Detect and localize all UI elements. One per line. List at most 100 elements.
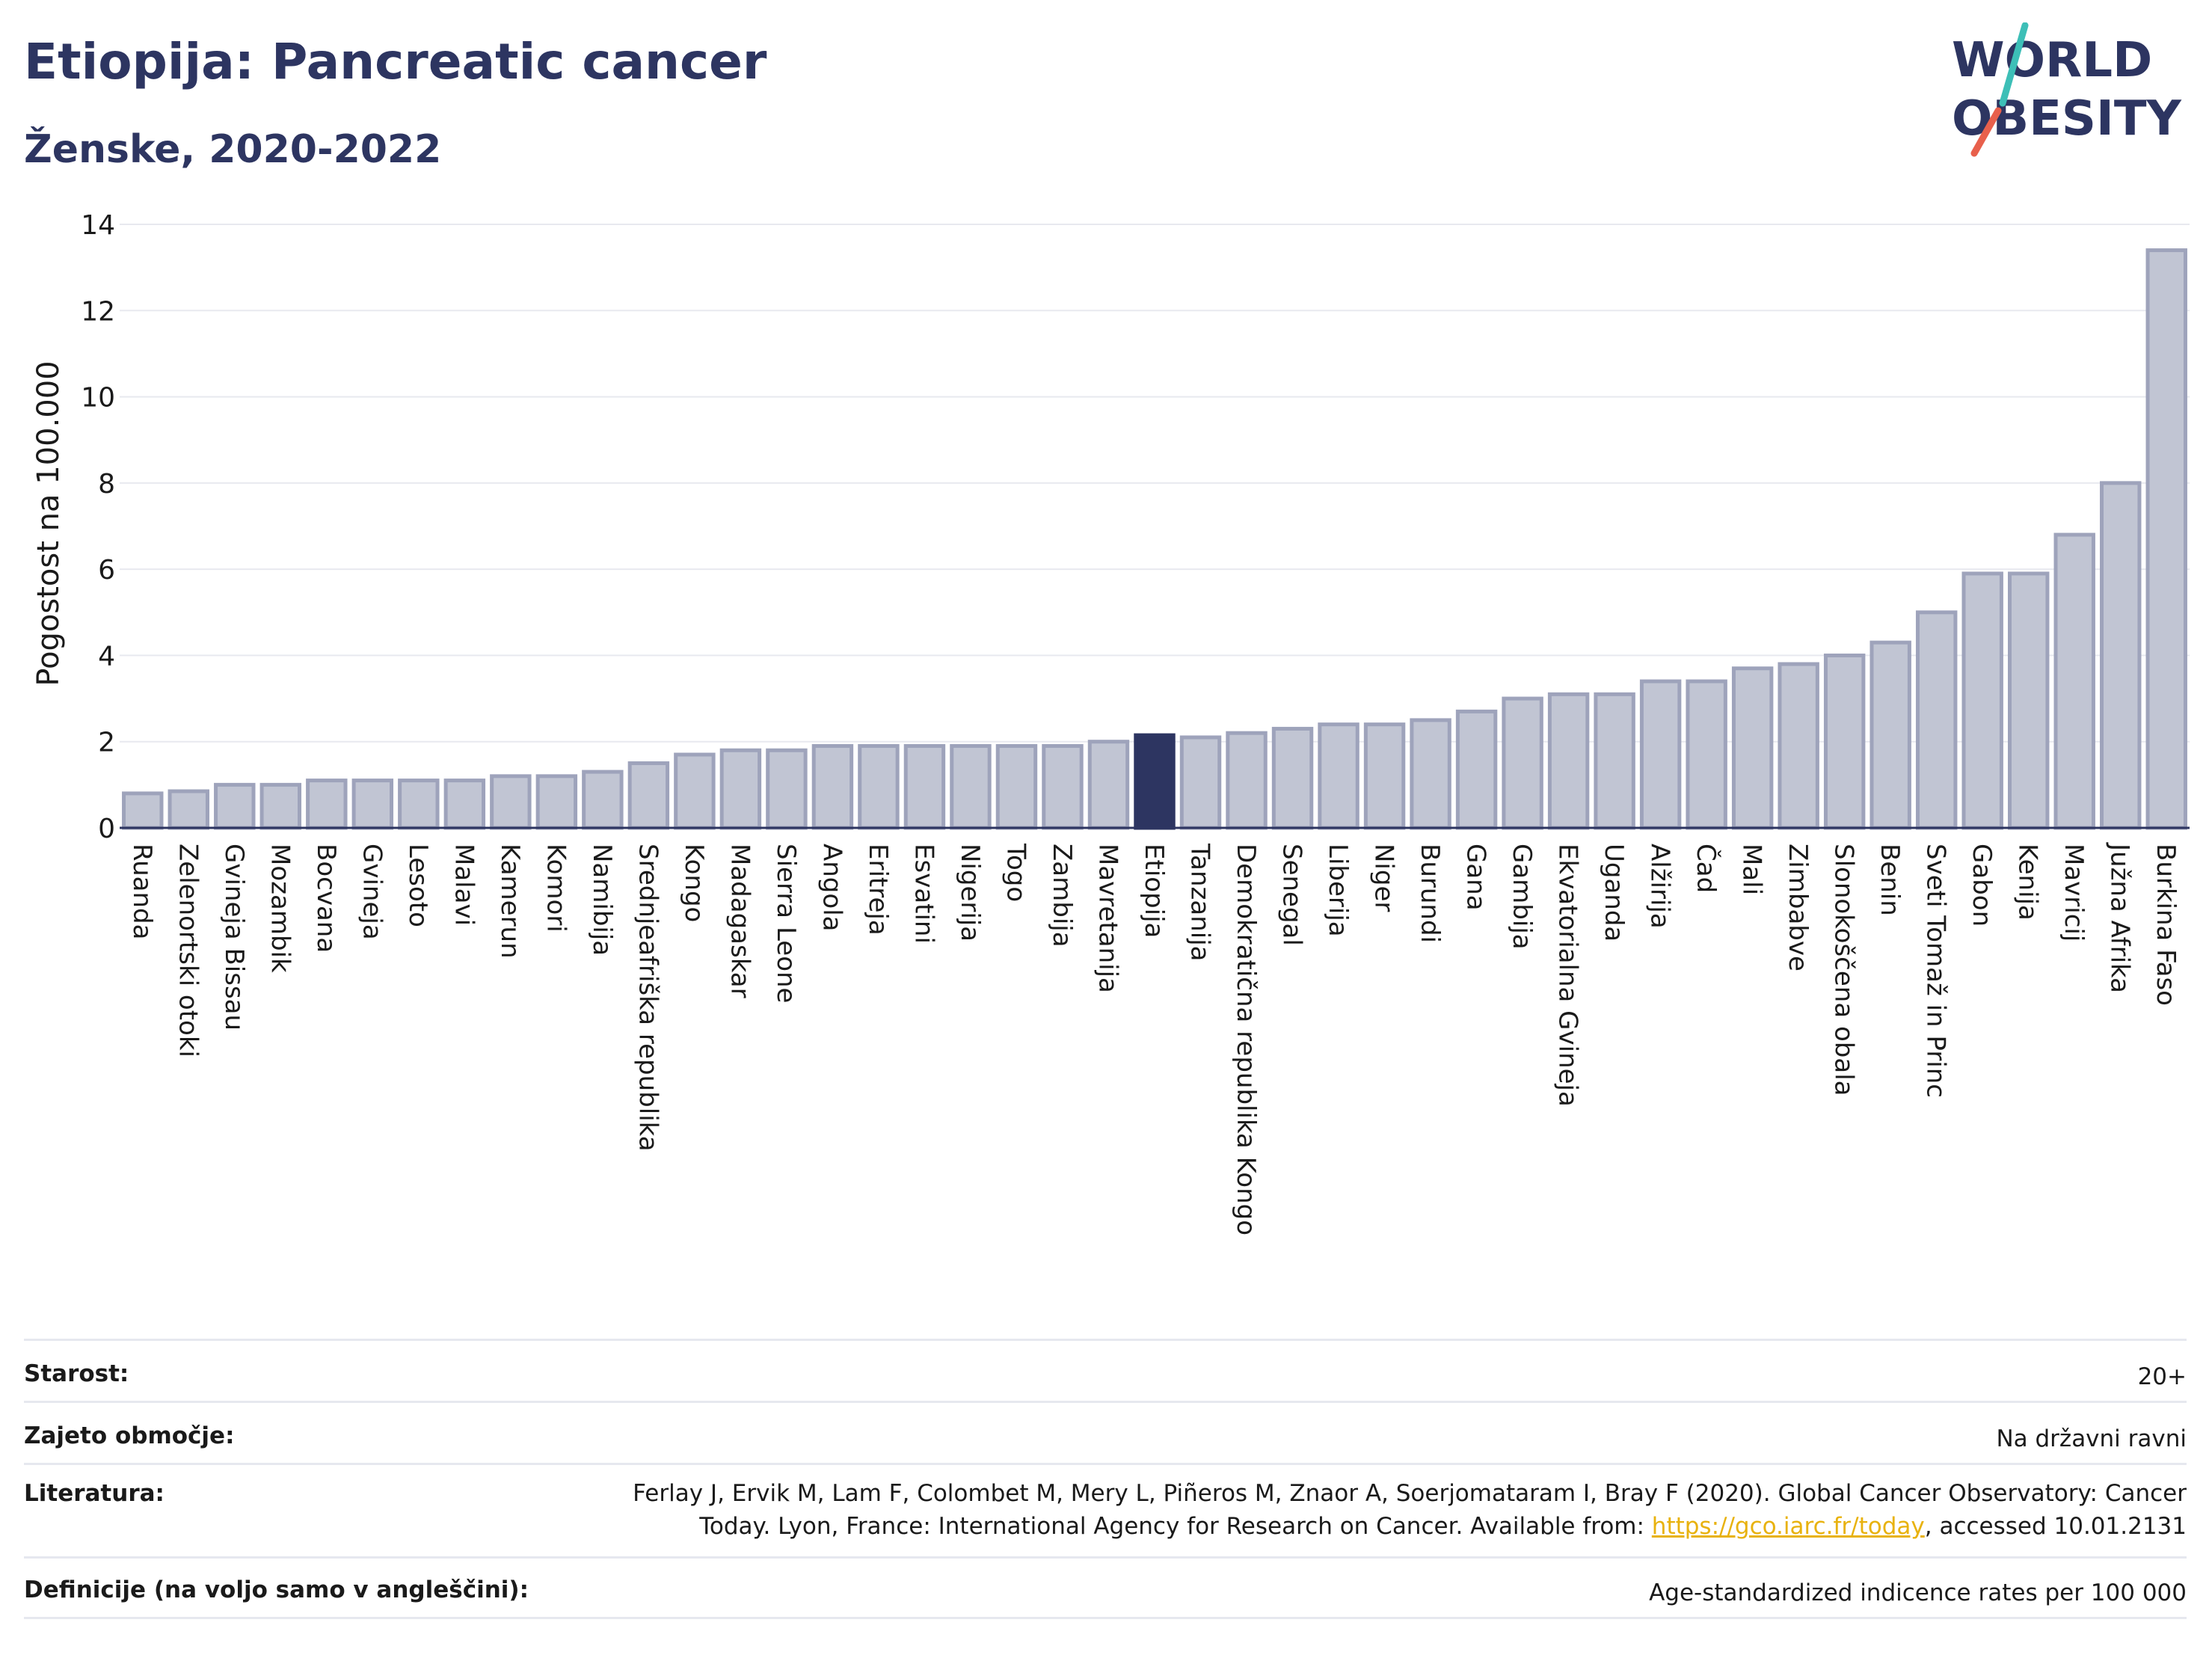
x-tick-label: Burundi <box>1415 844 1445 943</box>
bar <box>1455 709 1498 830</box>
info-row-literature: Literatura: Ferlay J, Ervik M, Lam F, Co… <box>24 1463 2187 1556</box>
bar <box>674 752 716 830</box>
x-tick-label: Zelenortski otoki <box>173 844 203 1057</box>
world-obesity-logo: WORLD OBESITY <box>1952 22 2181 157</box>
bar <box>1179 735 1222 830</box>
info-table: Starost: 20+ Zajeto območje: Na državni … <box>24 1339 2187 1619</box>
bar <box>1363 722 1406 830</box>
bar <box>582 770 624 830</box>
age-value: 20+ <box>2137 1363 2187 1390</box>
bar <box>2145 248 2187 830</box>
x-tick-label: Gvineja <box>357 844 387 940</box>
x-tick-label: Ruanda <box>127 844 157 939</box>
x-tick-label: Malavi <box>449 844 479 926</box>
y-tick-label: 4 <box>98 641 115 672</box>
y-axis-label: Pogostost na 100.000 <box>31 360 66 686</box>
bar <box>168 789 209 830</box>
x-axis-labels: Ruanda Zelenortski otoki Gvineja Bissau Moz… <box>127 842 2181 1235</box>
info-row-coverage: Zajeto območje: Na državni ravni <box>24 1401 2187 1463</box>
x-tick-label: Bocvana <box>311 844 341 953</box>
logo-slash-teal <box>1999 22 2029 107</box>
x-tick-label: Mali <box>1737 844 1767 895</box>
x-tick-label: Uganda <box>1599 844 1629 942</box>
x-tick-label: Srednjeafriška republika <box>633 844 663 1152</box>
bar <box>1594 692 1635 830</box>
bar <box>259 782 302 830</box>
y-tick-label: 0 <box>98 814 115 844</box>
literature-line-2-suffix: , accessed 10.01.2131 <box>1924 1513 2187 1540</box>
x-tick-label: Zambija <box>1047 844 1077 948</box>
literature-link[interactable]: https://gco.iarc.fr/today <box>1651 1513 1925 1540</box>
chart-subtitle: Ženske, 2020-2022 <box>24 127 442 172</box>
y-tick-label: 12 <box>81 296 115 327</box>
bar <box>398 779 440 830</box>
bar-highlighted <box>1134 733 1176 830</box>
x-tick-label: Angola <box>817 844 847 931</box>
x-tick-label: Demokratična republika Kongo <box>1231 844 1261 1235</box>
literature-value: Ferlay J, Ervik M, Lam F, Colombet M, Me… <box>633 1477 2187 1543</box>
bar <box>1823 653 1866 830</box>
coverage-value: Na državni ravni <box>1996 1425 2187 1452</box>
x-tick-label: Alžirija <box>1645 844 1675 929</box>
x-tick-label: Namibija <box>587 844 617 956</box>
bar <box>122 791 164 830</box>
bar <box>995 743 1038 830</box>
x-tick-label: Tanzanija <box>1185 843 1215 961</box>
bar <box>950 743 992 830</box>
x-tick-label: Čad <box>1691 844 1721 893</box>
literature-line-1: Ferlay J, Ervik M, Lam F, Colombet M, Me… <box>633 1480 2187 1507</box>
bar <box>627 761 670 830</box>
info-row-definitions: Definicije (na voljo samo v angleščini):… <box>24 1556 2187 1619</box>
bar <box>1042 743 1084 830</box>
x-tick-label: Nigerija <box>955 844 985 942</box>
literature-line-2-prefix: Today. Lyon, France: International Agenc… <box>699 1513 1652 1540</box>
x-tick-label: Esvatini <box>909 844 938 944</box>
info-row-age: Starost: 20+ <box>24 1339 2187 1401</box>
bar <box>766 748 808 830</box>
x-tick-label: Kongo <box>679 844 709 922</box>
bar <box>214 782 256 830</box>
x-tick-label: Ekvatorialna Gvineja <box>1553 844 1583 1107</box>
x-tick-label: Kenija <box>2013 844 2043 921</box>
bar <box>2007 571 2050 830</box>
x-tick-label: Gana <box>1461 844 1491 911</box>
bar <box>903 743 946 830</box>
bar <box>2053 532 2095 830</box>
bar <box>1870 640 1911 830</box>
bar-chart: 0 2 4 6 8 10 12 14 Ruanda Zelenortski otoki Gvine… <box>31 210 2190 1235</box>
x-tick-label: Togo <box>1001 843 1030 902</box>
y-tick-label: 10 <box>81 383 115 414</box>
x-tick-label: Eritreja <box>863 844 893 936</box>
x-tick-label: Gvineja Bissau <box>219 844 249 1031</box>
x-tick-label: Gabon <box>1967 844 1997 927</box>
x-tick-label: Benin <box>1875 844 1905 916</box>
x-tick-label: Zimbabve <box>1783 844 1813 971</box>
bar <box>1961 571 2003 830</box>
x-tick-label: Komori <box>541 844 571 933</box>
x-tick-label: Gambija <box>1507 844 1537 950</box>
bar <box>811 743 854 830</box>
bar <box>1547 692 1590 830</box>
bar <box>351 779 394 830</box>
definitions-value: Age-standardized indicence rates per 100… <box>1649 1579 2187 1606</box>
bar <box>1318 722 1360 830</box>
x-tick-label: Etiopija <box>1139 844 1169 938</box>
literature-label: Literatura: <box>24 1480 165 1507</box>
x-tick-label: Mavretanija <box>1093 844 1122 993</box>
y-tick-label: 6 <box>98 555 115 586</box>
x-tick-label: Lesoto <box>403 844 433 927</box>
y-tick-label: 2 <box>98 728 115 758</box>
x-tick-label: Liberija <box>1323 844 1353 937</box>
y-tick-label: 14 <box>81 210 115 241</box>
bar <box>443 779 486 830</box>
x-tick-label: Senegal <box>1277 844 1307 946</box>
chart-title: Etiopija: Pancreatic cancer <box>24 33 767 90</box>
definitions-label: Definicije (na voljo samo v angleščini): <box>24 1576 529 1603</box>
logo-text-world: WORLD <box>1952 33 2152 88</box>
bar <box>2100 481 2142 830</box>
x-tick-label: Južna Afrika <box>2105 842 2135 993</box>
x-tick-label: Niger <box>1369 844 1399 912</box>
bar <box>1502 696 1543 830</box>
bar <box>490 774 532 830</box>
bar <box>1778 662 1819 830</box>
